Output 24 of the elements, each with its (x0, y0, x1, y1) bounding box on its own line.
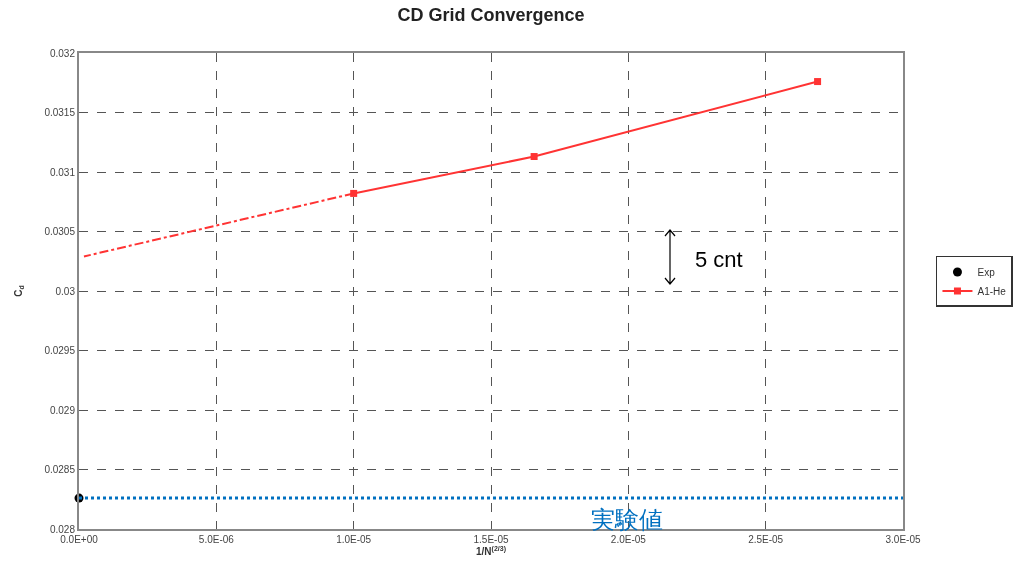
ref-line-label: 実験値 (591, 506, 663, 533)
y-tick-label: 0.0295 (44, 345, 76, 356)
y-tick-label: 0.0285 (44, 464, 76, 475)
y-tick-label: 0.03 (55, 285, 76, 297)
point (530, 153, 538, 161)
x-tick-label: 1.5E-05 (473, 534, 509, 545)
y-tick-label: 0.029 (49, 404, 76, 416)
y-tick-label: 0.028 (49, 523, 76, 535)
x-tick-label: 3.0E-05 (885, 534, 921, 545)
y-tick-label: 0.0315 (44, 107, 76, 118)
chart-title: CD Grid Convergence (397, 5, 585, 26)
x-tick-label: 2.0E-05 (610, 534, 647, 545)
x-tick-label: 2.5E-05 (748, 534, 784, 545)
annotation: 5 cnt (695, 247, 743, 272)
point (814, 78, 822, 86)
y-tick-label: 0.0305 (44, 226, 76, 237)
legend-label: Exp (977, 266, 996, 278)
x-tick-label: 5.0E-06 (198, 534, 235, 545)
y-tick-label: 0.032 (49, 47, 76, 59)
y-tick-label: 0.031 (49, 166, 76, 178)
x-tick-label: 1.0E-05 (336, 534, 372, 545)
x-tick-label: 0.0E+00 (60, 534, 99, 545)
legend-label: A1-He (977, 285, 1007, 297)
x-axis-title: 1/N$^{(2/3)}$ (476, 545, 506, 558)
